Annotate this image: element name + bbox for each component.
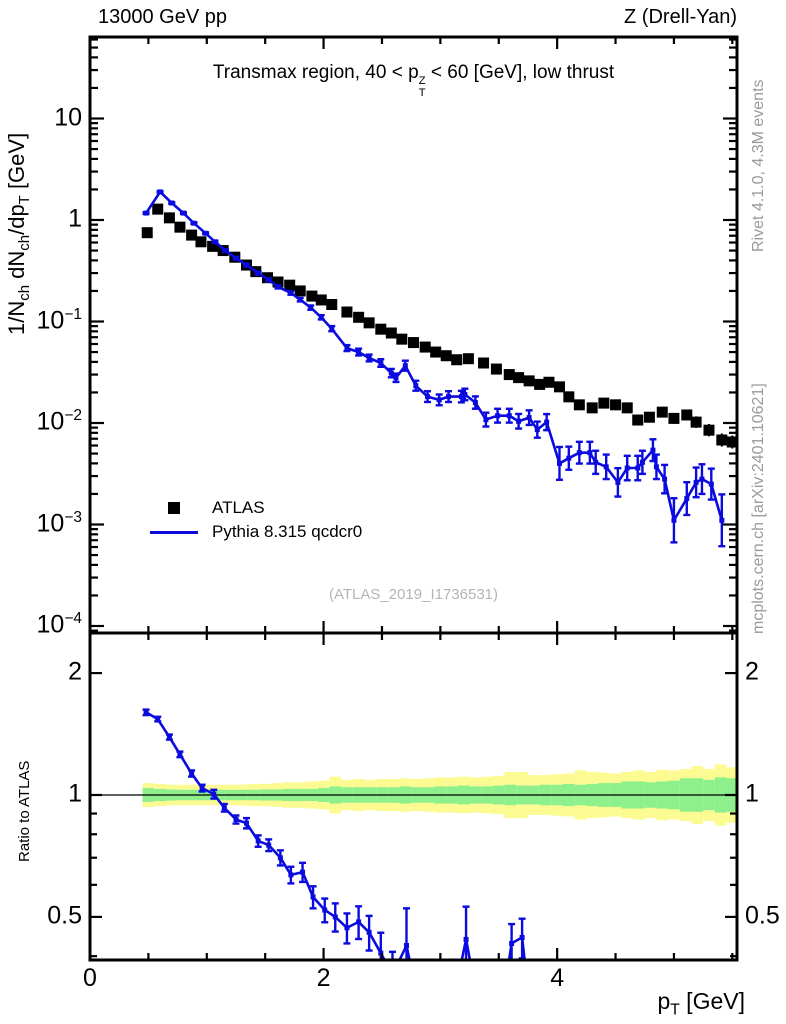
y-ratio-tick-label-right-2: 2 (745, 657, 759, 686)
y-main-tick-label-0.0001: 10−4 (36, 610, 83, 639)
legend-label-atlas: ATLAS (212, 498, 265, 517)
x-tick-label-0: 0 (83, 964, 97, 992)
y-main-tick-label-0.001: 10−3 (36, 508, 83, 537)
analysis-watermark: (ATLAS_2019_I1736531) (328, 586, 498, 603)
y-main-tick-label-10: 10 (54, 102, 82, 131)
y-ratio-tick-label-right-0.5: 0.5 (745, 901, 780, 930)
y-main-tick-label-0.1: 10−1 (36, 305, 83, 334)
pythia-line-marker-icon (150, 530, 198, 534)
header-beam-energy: 13000 GeV pp (98, 6, 227, 28)
x-axis-title: pT [GeV] (657, 988, 745, 1019)
y-axis-title-ratio: Ratio to ATLAS (16, 760, 33, 862)
ratio-series (142, 708, 526, 959)
legend-item-atlas: ATLAS (150, 496, 362, 520)
pythia-series (142, 189, 726, 548)
y-main-tick-label-0.01: 10−2 (36, 407, 83, 436)
y-ratio-tick-label-left-2: 2 (68, 657, 82, 686)
y-ratio-tick-label-left-0.5: 0.5 (47, 901, 82, 930)
legend-label-pythia: Pythia 8.315 qcdcr0 (212, 522, 363, 541)
atlas-square-marker-icon (150, 502, 198, 514)
mcplots-arxiv-note: mcplots.cern.ch [arXiv:2401.10621] (750, 383, 767, 634)
legend-item-pythia: Pythia 8.315 qcdcr0 (150, 520, 362, 544)
header-process: Z (Drell-Yan) (624, 6, 737, 28)
axis-ticks (88, 37, 737, 960)
y-ratio-tick-label-right-1: 1 (745, 779, 759, 808)
x-tick-label-2: 2 (316, 964, 331, 992)
y-main-tick-label-1: 1 (68, 204, 82, 233)
generator-version-note: Rivet 4.1.0, 4.3M events (750, 79, 767, 252)
x-tick-label-4: 4 (550, 964, 565, 992)
atlas-series (141, 203, 736, 449)
y-ratio-tick-label-left-1: 1 (68, 779, 82, 808)
ratio-panel-frame (88, 631, 739, 962)
legend: ATLAS Pythia 8.315 qcdcr0 (150, 496, 362, 544)
